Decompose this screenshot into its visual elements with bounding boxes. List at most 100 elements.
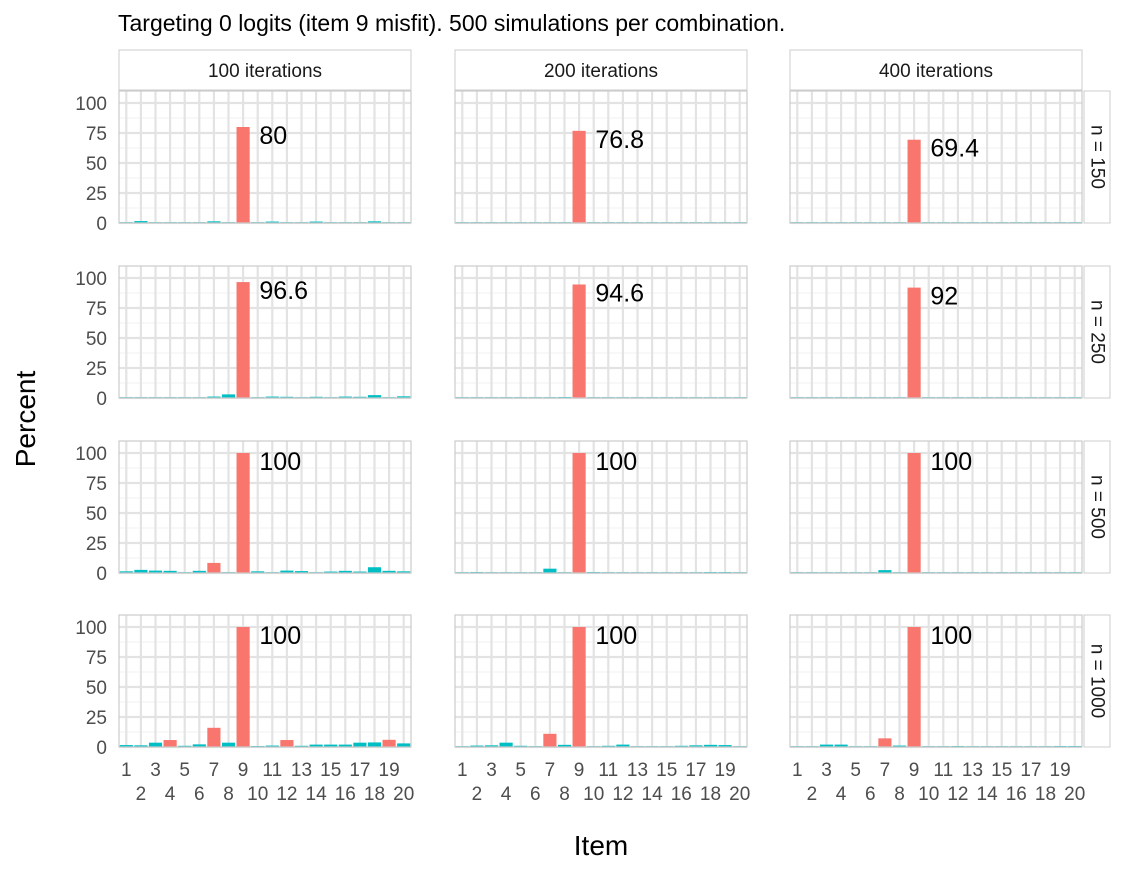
y-tick-label: 0: [96, 389, 107, 410]
bar-item-16: [338, 396, 352, 398]
column-strip-label: 400 iterations: [879, 61, 993, 82]
x-tick-label: 4: [501, 784, 512, 805]
bar-item-11: [265, 221, 279, 223]
x-tick-label: 16: [335, 784, 356, 805]
facet-panel: 1000255075100123456789101112131415161718…: [75, 614, 414, 805]
x-tick-label: 13: [627, 760, 648, 781]
x-tick-label: 13: [291, 760, 312, 781]
x-tick-label: 6: [530, 784, 541, 805]
y-tick-label: 75: [86, 299, 107, 320]
bar-item-2: [134, 569, 148, 573]
y-tick-label: 25: [86, 708, 107, 729]
panel-border: [789, 440, 1083, 574]
y-tick-label: 100: [75, 94, 107, 115]
row-strip: [1083, 614, 1111, 748]
facet-panel: 100: [789, 440, 1083, 575]
x-tick-label: 1: [121, 760, 132, 781]
x-tick-label: 15: [991, 760, 1012, 781]
x-tick-label: 7: [545, 760, 556, 781]
panel-border: [454, 440, 748, 574]
bar-item-14: [309, 221, 323, 223]
bar-item-8: [221, 394, 236, 398]
panel-border: [789, 90, 1083, 224]
data-label: 100: [595, 622, 637, 650]
x-tick-label: 9: [574, 760, 585, 781]
column-strip-label: 200 iterations: [544, 61, 658, 82]
x-tick-label: 20: [1064, 784, 1085, 805]
bar-item-6: [192, 570, 206, 573]
bar-item-9: [236, 627, 250, 747]
bar-item-18: [367, 567, 382, 573]
bar-item-9: [236, 127, 250, 223]
x-tick-label: 15: [656, 760, 677, 781]
x-tick-label: 18: [364, 784, 385, 805]
data-label: 100: [259, 622, 301, 650]
x-tick-label: 19: [379, 760, 400, 781]
x-tick-label: 17: [1020, 760, 1041, 781]
x-tick-label: 16: [671, 784, 692, 805]
facet-panel: 80 0 25 50 75 100: [75, 90, 412, 235]
x-tick-label: 12: [947, 784, 968, 805]
bar-item-8: [557, 744, 572, 747]
bar-item-10: [251, 571, 265, 573]
bar-item-12: [280, 740, 294, 747]
panel-border: [118, 90, 412, 224]
row-strip: [1083, 440, 1111, 574]
data-label: 92: [930, 283, 958, 311]
panel-background: [790, 266, 1082, 398]
x-tick-label: 17: [685, 760, 706, 781]
facet-panel: 94.6: [454, 265, 748, 400]
bar-item-17: [353, 742, 367, 747]
y-tick-label: 50: [86, 329, 107, 350]
bar-item-8: [221, 742, 236, 747]
x-tick-label: 5: [850, 760, 861, 781]
bar-item-9: [907, 627, 921, 747]
bar-item-13: [294, 571, 309, 573]
bar-item-17: [353, 571, 367, 573]
x-tick-label: 2: [136, 784, 147, 805]
panel-background: [790, 91, 1082, 223]
row-strip: [1083, 90, 1111, 224]
bar-item-7: [207, 396, 221, 398]
x-tick-label: 4: [165, 784, 176, 805]
data-label: 100: [595, 448, 637, 476]
x-tick-label: 11: [933, 760, 953, 781]
bar-item-9: [572, 130, 586, 223]
x-tick-label: 5: [179, 760, 190, 781]
panel-background: [119, 441, 411, 573]
bar-item-15: [324, 744, 338, 747]
y-tick-label: 0: [96, 214, 107, 235]
x-tick-label: 8: [559, 784, 570, 805]
row-strip: [1083, 265, 1111, 399]
x-tick-label: 7: [880, 760, 891, 781]
panel-border: [789, 614, 1083, 748]
bar-item-17: [689, 745, 703, 747]
bar-item-2: [470, 745, 484, 747]
data-label: 100: [930, 448, 972, 476]
x-tick-label: 18: [700, 784, 721, 805]
x-tick-label: 16: [1006, 784, 1027, 805]
row-strip-label: n = 500: [1087, 475, 1108, 539]
y-tick-label: 50: [86, 504, 107, 525]
panel-background: [790, 615, 1082, 747]
bar-item-9: [907, 139, 921, 223]
bar-item-9: [907, 453, 921, 573]
facet-panels: 100 iterations 200 iterations 400 iteratio…: [75, 49, 1111, 805]
bar-item-9: [572, 453, 586, 573]
x-tick-label: 14: [977, 784, 999, 805]
panel-background: [455, 91, 747, 223]
x-tick-label: 2: [807, 784, 818, 805]
x-tick-label: 11: [262, 760, 282, 781]
panel-border: [454, 614, 748, 748]
x-tick-label: 14: [306, 784, 328, 805]
y-tick-label: 0: [96, 738, 107, 759]
panel-background: [119, 615, 411, 747]
y-tick-label: 100: [75, 618, 107, 639]
bar-item-2: [134, 745, 148, 747]
x-tick-label: 18: [1035, 784, 1056, 805]
bar-item-3: [484, 745, 499, 747]
x-tick-label: 17: [349, 760, 370, 781]
panel-border: [118, 614, 412, 748]
bar-item-12: [280, 570, 294, 573]
